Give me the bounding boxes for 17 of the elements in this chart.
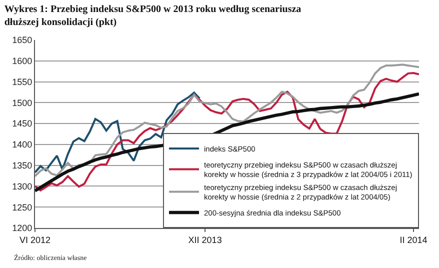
y-tick-label: 1600 xyxy=(12,56,32,66)
y-tick-label: 1400 xyxy=(12,140,32,150)
line-series xyxy=(35,72,419,192)
y-tick-label: 1550 xyxy=(12,76,32,87)
y-tick-label: 1300 xyxy=(12,181,32,192)
x-tick-label: XII 2013 xyxy=(188,234,222,245)
y-tick-label: 1200 xyxy=(12,223,32,234)
chart-title: Wykres 1: Przebieg indeksu S&P500 w 2013 roku według scenariusza dłuższej konsolidacji (pkt) xyxy=(4,4,302,28)
y-tick-label: 1250 xyxy=(12,202,32,212)
y-tick-label: 1450 xyxy=(12,118,32,129)
x-tick-label: VI 2012 xyxy=(19,234,51,245)
y-tick-label: 1650 xyxy=(12,35,32,46)
line-series xyxy=(35,64,419,178)
y-tick-label: 1350 xyxy=(12,160,32,170)
x-tick-label: II 2014 xyxy=(400,234,428,245)
y-tick-label: 1500 xyxy=(12,98,32,108)
line-series xyxy=(35,92,201,174)
